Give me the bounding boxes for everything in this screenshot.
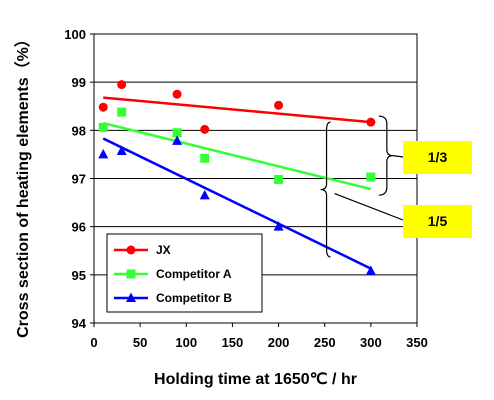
y-axis-ticks: 94 95 96 97 98 99 100 bbox=[64, 27, 94, 331]
y-axis-title: Cross section of heating elements（%） bbox=[14, 31, 32, 338]
data-point-series-1 bbox=[117, 107, 127, 117]
trend-line-series-1 bbox=[102, 121, 372, 191]
y-tick-label: 96 bbox=[72, 220, 86, 235]
data-point-series-0 bbox=[200, 124, 210, 134]
annotation-one-fifth-box bbox=[403, 205, 472, 238]
data-point-series-1 bbox=[366, 172, 376, 182]
legend: JX Competitor A Competitor B bbox=[106, 233, 263, 313]
data-point-series-2 bbox=[172, 135, 183, 145]
x-axis-title: Holding time at 1650℃ / hr bbox=[154, 371, 357, 388]
x-tick-label: 100 bbox=[175, 335, 197, 350]
annotation-one-third-label: 1/3 bbox=[428, 149, 448, 165]
y-tick-label: 99 bbox=[72, 75, 86, 90]
legend-swatch-marker bbox=[126, 292, 136, 302]
trend-line-series-0 bbox=[103, 96, 371, 124]
x-tick-label: 150 bbox=[222, 335, 244, 350]
data-point-series-1 bbox=[172, 128, 182, 138]
y-tick-label: 94 bbox=[72, 316, 87, 331]
data-points bbox=[98, 80, 376, 275]
annotation-one-fifth-label: 1/5 bbox=[428, 213, 448, 229]
legend-label: Competitor A bbox=[156, 267, 232, 281]
data-point-series-0 bbox=[274, 100, 284, 110]
data-point-series-2 bbox=[116, 145, 127, 156]
annotation-one-fifth: 1/5 bbox=[403, 205, 472, 238]
data-point-series-2 bbox=[199, 189, 210, 200]
x-tick-label: 200 bbox=[268, 335, 290, 350]
data-point-series-0 bbox=[117, 80, 127, 90]
data-point-series-1 bbox=[200, 153, 210, 163]
leader-one-third bbox=[392, 155, 404, 158]
data-point-series-1 bbox=[274, 174, 284, 184]
brace-one-third bbox=[378, 115, 393, 196]
legend-swatch-marker bbox=[126, 245, 136, 255]
grid-lines bbox=[94, 81, 417, 276]
y-tick-label: 100 bbox=[64, 27, 86, 42]
data-point-series-0 bbox=[98, 102, 108, 112]
legend-swatch-marker bbox=[126, 269, 136, 279]
brace-one-fifth bbox=[320, 121, 331, 258]
data-point-series-0 bbox=[366, 117, 376, 127]
annotation-one-third-box bbox=[403, 141, 472, 174]
x-tick-label: 0 bbox=[90, 335, 97, 350]
legend-label: Competitor B bbox=[156, 291, 232, 305]
x-tick-label: 50 bbox=[133, 335, 147, 350]
data-point-series-2 bbox=[273, 221, 284, 231]
y-tick-label: 98 bbox=[72, 123, 86, 138]
leader-one-fifth bbox=[334, 193, 404, 221]
annotation-one-third: 1/3 bbox=[403, 141, 472, 174]
y-tick-label: 97 bbox=[72, 172, 86, 187]
data-point-series-2 bbox=[365, 265, 376, 275]
x-tick-label: 300 bbox=[360, 335, 382, 350]
data-point-series-1 bbox=[98, 122, 108, 132]
data-point-series-2 bbox=[98, 148, 109, 159]
data-point-series-0 bbox=[172, 89, 182, 99]
annotation-braces bbox=[320, 115, 404, 258]
x-axis-ticks: 0 50 100 150 200 250 300 350 bbox=[90, 323, 428, 350]
y-tick-label: 95 bbox=[72, 268, 86, 283]
x-tick-label: 250 bbox=[314, 335, 336, 350]
x-tick-label: 350 bbox=[406, 335, 428, 350]
legend-label: JX bbox=[156, 243, 171, 257]
